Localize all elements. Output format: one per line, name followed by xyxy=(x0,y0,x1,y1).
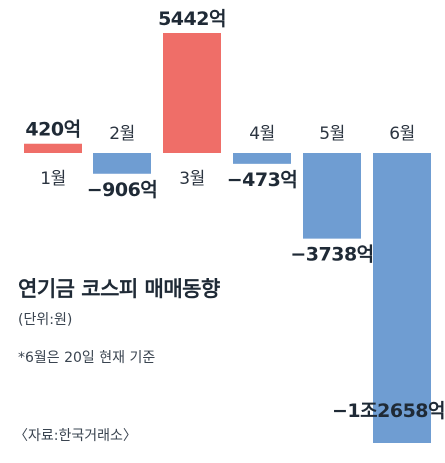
value-label-3: 5442억 xyxy=(158,8,226,30)
month-label-2: 2월 xyxy=(109,124,134,144)
value-label-6: −1조2658억 xyxy=(332,400,445,422)
chart-title: 연기금 코스피 매매동향 xyxy=(18,277,220,301)
value-label-4: −473억 xyxy=(227,169,298,191)
source-label: 〈자료:한국거래소〉 xyxy=(14,428,137,444)
bar-6 xyxy=(373,153,431,443)
bar-2 xyxy=(93,153,151,174)
month-label-1: 1월 xyxy=(40,169,65,189)
value-label-2: −906억 xyxy=(87,179,158,201)
bar-5 xyxy=(303,153,361,239)
month-label-4: 4월 xyxy=(249,124,274,144)
unit-label: (단위:원) xyxy=(18,312,73,328)
month-label-6: 6월 xyxy=(389,124,414,144)
bar-3 xyxy=(163,33,221,153)
bar-4 xyxy=(233,153,291,164)
value-label-1: 420억 xyxy=(25,119,80,141)
bar-1 xyxy=(24,143,82,153)
month-label-5: 5월 xyxy=(319,124,344,144)
value-label-5: −3738억 xyxy=(290,244,373,266)
month-label-3: 3월 xyxy=(179,169,204,189)
footnote: *6월은 20일 현재 기준 xyxy=(18,350,156,366)
